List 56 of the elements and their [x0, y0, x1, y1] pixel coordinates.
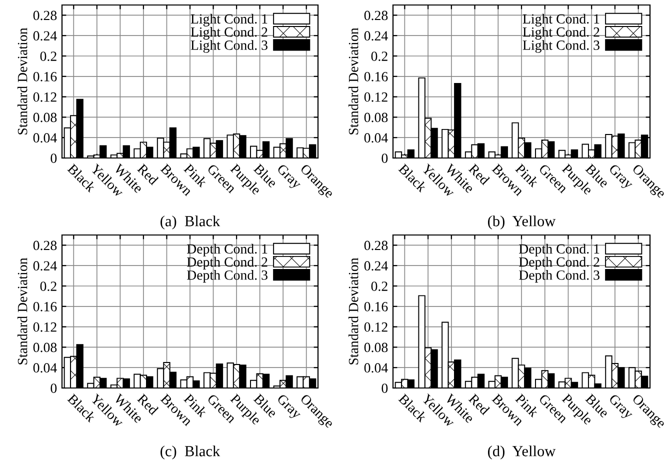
y-tick-label: 0.24 [33, 31, 57, 41]
y-axis-title: Standard Deviation [17, 28, 28, 134]
y-axis-title: Standard Deviation [348, 28, 358, 134]
y-tick-label: 0.24 [364, 261, 388, 271]
legend-label: Light Cond. 2 [190, 26, 268, 40]
legend-label: Light Cond. 1 [190, 14, 268, 26]
y-tick-label: 0.08 [33, 112, 57, 122]
y-tick-label: 0.08 [364, 342, 388, 352]
y-tick-label: 0 [50, 154, 57, 163]
y-tick-label: 0 [382, 154, 388, 163]
legend-label: Depth Cond. 3 [518, 270, 600, 283]
legend-label: Light Cond. 3 [190, 40, 268, 53]
x-tick-label: Gray [274, 394, 302, 422]
y-tick-label: 0.2 [40, 52, 56, 62]
y-tick-label: 0.04 [33, 363, 57, 373]
y-tick-label: 0.24 [33, 261, 57, 271]
y-axis-title: Standard Deviation [17, 258, 28, 364]
legend-label: Depth Cond. 2 [518, 256, 600, 270]
legend-label: Light Cond. 3 [522, 40, 600, 53]
y-tick-label: 0.04 [364, 363, 388, 373]
y-tick-label: 0.2 [371, 282, 388, 292]
x-tick-label: Gray [606, 394, 634, 422]
y-tick-label: 0.28 [364, 10, 388, 20]
y-tick-label: 0.28 [33, 240, 57, 250]
y-tick-label: 0.12 [364, 92, 388, 102]
y-tick-label: 0.28 [33, 10, 57, 20]
legend-label: Depth Cond. 1 [186, 244, 268, 256]
legend-label: Light Cond. 1 [522, 14, 600, 26]
y-tick-label: 0.04 [33, 133, 57, 143]
x-tick-label: Gray [274, 164, 302, 192]
legend-label: Depth Cond. 3 [186, 270, 268, 283]
y-tick-label: 0.08 [364, 112, 388, 122]
y-tick-label: 0.16 [364, 302, 388, 312]
y-tick-label: 0 [382, 384, 388, 393]
y-tick-label: 0.28 [364, 240, 388, 250]
y-tick-label: 0.12 [33, 92, 56, 102]
y-tick-label: 0.16 [33, 302, 57, 312]
y-tick-label: 0.16 [33, 72, 57, 82]
legend-label: Light Cond. 2 [522, 26, 600, 40]
legend-label: Depth Cond. 1 [518, 244, 600, 256]
text: (d) Yellow [488, 446, 556, 460]
y-tick-label: 0.2 [371, 52, 388, 62]
y-tick-label: 0.2 [40, 282, 56, 292]
x-tick-label: Gray [606, 164, 634, 192]
y-tick-label: 0.24 [364, 31, 388, 41]
legend-label: Depth Cond. 2 [186, 256, 268, 270]
text: (a) Black [160, 216, 220, 230]
y-tick-label: 0.16 [364, 72, 388, 82]
y-tick-label: 0.08 [33, 342, 57, 352]
y-tick-label: 0 [50, 384, 57, 393]
y-tick-label: 0.04 [364, 133, 388, 143]
y-axis-title: Standard Deviation [348, 258, 358, 364]
y-tick-label: 0.12 [33, 322, 56, 332]
text: (c) Black [160, 446, 220, 460]
y-tick-label: 0.12 [364, 322, 388, 332]
text: (b) Yellow [488, 216, 556, 230]
